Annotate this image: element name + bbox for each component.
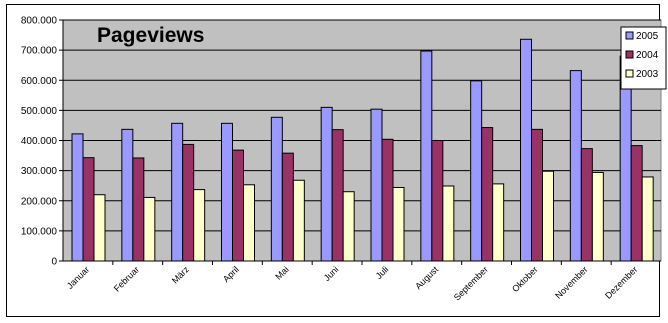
x-tick-label: November bbox=[553, 264, 589, 300]
x-tick-label: Juni bbox=[322, 264, 341, 283]
legend-swatch-2003 bbox=[625, 69, 634, 78]
y-tick-label: 0 bbox=[51, 257, 57, 268]
bar-2003-mai bbox=[292, 179, 305, 262]
legend-label-2004: 2004 bbox=[636, 50, 659, 61]
y-tick-label: 300.000 bbox=[21, 166, 58, 177]
x-tick-labels: Januar Februar März April Mai Juni Juli August S… bbox=[65, 261, 639, 303]
x-tick-label: Mai bbox=[273, 264, 290, 281]
bar-2004-august bbox=[431, 140, 444, 262]
legend: 2005 2004 2003 bbox=[620, 26, 667, 90]
bar-2003-september bbox=[492, 183, 505, 262]
x-tick-label: Februar bbox=[112, 264, 141, 293]
bar-2004-november bbox=[580, 148, 593, 262]
bar-2005-april bbox=[221, 122, 233, 262]
bar-2003-november bbox=[591, 171, 604, 262]
chart-title: Pageviews bbox=[97, 24, 204, 47]
gridlines bbox=[63, 19, 661, 232]
bar-2003-juli bbox=[392, 186, 405, 262]
bar-2005-juli bbox=[370, 108, 383, 262]
bar-2005-september bbox=[470, 80, 483, 262]
x-tick-label: Dezember bbox=[603, 264, 639, 300]
bar-2004-september bbox=[481, 127, 494, 262]
y-tick-label: 600.000 bbox=[21, 76, 58, 87]
legend-label-2003: 2003 bbox=[636, 69, 659, 80]
bar-2005-oktober bbox=[520, 38, 532, 262]
bar-2005-november bbox=[569, 70, 582, 262]
bar-2005-märz bbox=[171, 122, 184, 262]
y-tick-labels: 0 100.000 200.000 300.000 400.000 500.000 600.… bbox=[21, 16, 63, 268]
bar-2004-oktober bbox=[531, 128, 543, 262]
bar-2004-märz bbox=[182, 143, 195, 262]
bar-2005-juni bbox=[320, 106, 333, 262]
x-tick-label: März bbox=[170, 264, 192, 286]
y-tick-label: 400.000 bbox=[21, 136, 58, 147]
bar-2004-januar bbox=[82, 157, 95, 262]
bar-2004-dezember bbox=[630, 145, 643, 262]
x-tick-label: Oktober bbox=[510, 264, 540, 294]
bar-2005-januar bbox=[71, 133, 84, 262]
bar-2004-mai bbox=[281, 152, 294, 262]
legend-swatch-2004 bbox=[625, 50, 634, 59]
x-tick-label: September bbox=[452, 264, 490, 302]
y-tick-label: 800.000 bbox=[21, 16, 58, 27]
bar-2003-juni bbox=[342, 191, 355, 262]
bar-2003-januar bbox=[93, 194, 106, 262]
legend-swatch-2005 bbox=[625, 31, 634, 40]
bar-2003-august bbox=[442, 185, 455, 262]
bar-2003-februar bbox=[143, 196, 156, 262]
bar-2004-juni bbox=[331, 129, 344, 262]
legend-label-2005: 2005 bbox=[636, 31, 659, 42]
y-tick-label: 100.000 bbox=[21, 226, 58, 237]
bar-2005-februar bbox=[121, 128, 134, 262]
y-tick-label: 200.000 bbox=[21, 196, 58, 207]
bar-2003-april bbox=[243, 184, 255, 262]
bar-2005-august bbox=[420, 50, 433, 262]
x-tick-label: April bbox=[221, 264, 241, 284]
y-tick-label: 500.000 bbox=[21, 106, 58, 117]
bar-2004-februar bbox=[132, 157, 145, 262]
bar-2003-oktober bbox=[542, 170, 554, 262]
y-tick-label: 700.000 bbox=[21, 46, 58, 57]
x-tick-label: August bbox=[413, 264, 440, 291]
bar-2005-mai bbox=[270, 116, 283, 262]
bars bbox=[71, 38, 654, 262]
x-tick-label: Januar bbox=[65, 264, 92, 291]
bar-2004-april bbox=[232, 149, 244, 262]
bar-2004-juli bbox=[381, 138, 394, 262]
bar-2003-dezember bbox=[641, 176, 654, 262]
bar-2003-märz bbox=[193, 189, 206, 262]
x-tick-label: Juli bbox=[374, 264, 391, 281]
